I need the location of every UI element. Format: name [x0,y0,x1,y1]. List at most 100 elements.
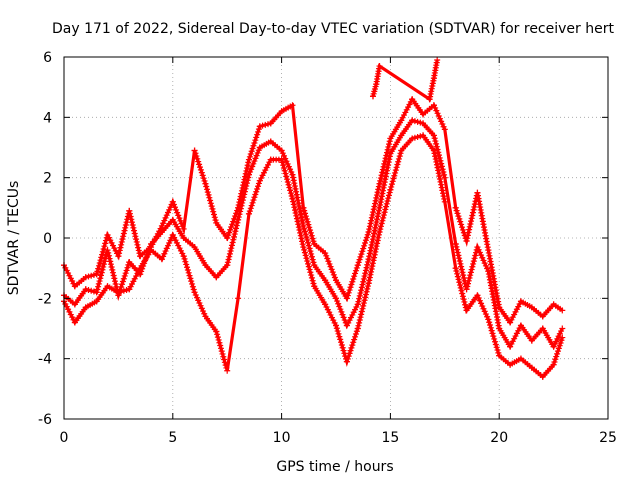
data-point [358,308,365,315]
data-point [99,266,106,273]
data-point [375,183,382,190]
data-point [354,301,361,308]
data-point [411,118,418,125]
data-point [362,267,369,274]
data-point [373,81,380,88]
data-point [432,104,439,111]
data-point [458,221,465,228]
data-point [107,258,114,265]
data-point [308,274,315,281]
data-point [122,221,129,228]
data-point [374,216,381,223]
data-point [198,305,205,312]
data-point [85,273,92,280]
data-point [457,218,464,225]
data-point [324,306,331,313]
data-point [375,231,382,238]
data-point [293,215,300,222]
data-point [432,153,439,160]
data-point [361,273,368,280]
data-point [459,269,466,276]
data-point [279,150,286,157]
data-point [226,250,233,257]
data-point [225,256,232,263]
data-point [402,109,409,116]
data-point [158,256,165,263]
data-point [252,155,259,162]
data-point [397,150,404,157]
series-trace [371,59,439,102]
data-point [260,169,267,176]
data-point [116,250,123,257]
data-point [241,188,248,195]
data-point [459,290,466,297]
data-point [376,63,383,70]
data-point [376,180,383,187]
data-point [367,220,374,227]
data-point [365,228,372,235]
data-point [115,253,122,260]
data-point [405,104,412,111]
data-point [163,245,170,252]
data-point [375,186,382,193]
data-point [167,237,174,244]
data-point [188,278,195,285]
data-point [297,232,304,239]
data-point [216,339,223,346]
data-point [227,248,234,255]
data-point [131,227,138,234]
data-point [255,126,262,133]
data-point [185,269,192,276]
data-point [246,208,253,215]
data-point [432,156,439,163]
data-point [291,204,298,211]
data-point [233,222,240,229]
data-point [128,216,135,223]
data-point [212,217,219,224]
data-point [303,215,310,222]
data-point [484,313,491,320]
data-point [441,171,448,178]
data-point [169,231,176,238]
data-point [224,259,231,266]
data-point [345,289,352,296]
data-point [180,225,187,232]
data-point [67,275,74,282]
data-point [353,328,360,335]
data-point [511,311,518,318]
data-point [359,248,366,255]
data-point [370,257,377,264]
data-point [90,271,97,278]
data-point [281,152,288,159]
data-point [326,260,333,267]
data-point [460,296,467,303]
data-point [290,201,297,208]
data-point [215,336,222,343]
data-point [334,298,341,305]
data-point [235,295,242,302]
data-point [250,142,257,149]
data-point [420,120,427,127]
data-point [254,149,261,156]
data-point [355,322,362,329]
data-point [381,160,388,167]
data-point [161,217,168,224]
data-point [356,295,363,302]
data-point [465,280,472,287]
data-point [286,184,293,191]
data-point [465,277,472,284]
data-point [470,258,477,265]
data-point [385,192,392,199]
data-point [366,253,373,260]
data-point [327,311,334,318]
data-point [358,251,365,258]
data-point [436,173,443,180]
data-point [374,240,381,247]
data-point [475,246,482,253]
data-point [293,212,300,219]
data-point [433,107,440,114]
data-point [88,287,95,294]
data-point [371,230,378,237]
data-point [307,269,314,276]
data-point [253,134,260,141]
